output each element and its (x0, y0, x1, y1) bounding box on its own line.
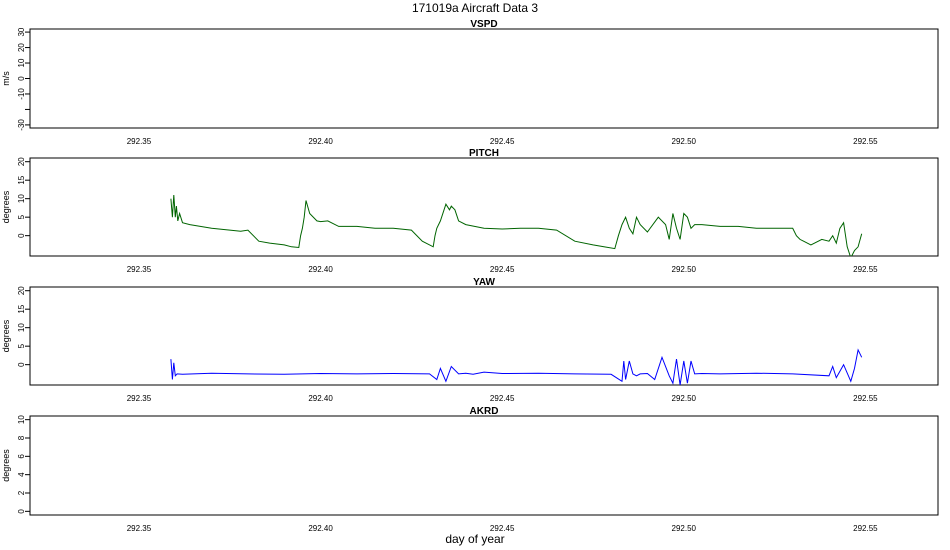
y-axis-label: m/s (1, 71, 11, 86)
panel-title: AKRD (470, 406, 499, 417)
x-tick-label: 292.35 (127, 137, 152, 146)
x-tick-label: 292.55 (853, 137, 878, 146)
x-tick-label: 292.55 (853, 394, 878, 403)
x-tick-label: 292.50 (672, 394, 697, 403)
x-tick-label: 292.50 (672, 265, 697, 274)
x-tick-label: 292.55 (853, 524, 878, 533)
y-tick-label: 0 (17, 362, 26, 367)
x-tick-label: 292.35 (127, 394, 152, 403)
x-tick-label: 292.45 (490, 394, 515, 403)
y-tick-label: 5 (17, 214, 26, 219)
x-tick-label: 292.45 (490, 524, 515, 533)
x-tick-label: 292.45 (490, 137, 515, 146)
panel-akrd: AKRD degrees 0 2 4 6 8 10 292.35 292.40 292.45 292.… (1, 406, 939, 533)
y-tick-label: 15 (17, 304, 26, 313)
y-axis-label: degrees (1, 190, 11, 223)
y-tick-label: 20 (17, 157, 26, 166)
x-tick-label: 292.50 (672, 524, 697, 533)
y-tick-label: 6 (17, 454, 26, 459)
x-tick-label: 292.40 (308, 394, 333, 403)
series-line-pitch (170, 194, 863, 256)
y-tick-label: -30 (17, 119, 26, 131)
panel-title: VSPD (470, 19, 497, 30)
x-tick-label: 292.55 (853, 265, 878, 274)
x-tick-label: 292.40 (308, 524, 333, 533)
y-tick-label: 10 (17, 194, 26, 203)
x-tick-label: 292.50 (672, 137, 697, 146)
y-axis-label: degrees (1, 319, 11, 352)
x-tick-label: 292.40 (308, 265, 333, 274)
y-tick-label: 30 (17, 27, 26, 36)
y-tick-label: 15 (17, 175, 26, 184)
y-tick-label: 8 (17, 435, 26, 440)
y-tick-label: 5 (17, 343, 26, 348)
panel-frame (29, 286, 939, 386)
panel-frame (29, 157, 939, 257)
x-tick-label: 292.40 (308, 137, 333, 146)
panel-frame (29, 415, 939, 516)
x-tick-label: 292.45 (490, 265, 515, 274)
panel-pitch: PITCH degrees 0 5 10 15 20 292.35 292.40 292.45 29… (1, 148, 939, 274)
y-tick-label: -10 (17, 88, 26, 100)
y-tick-label: 20 (17, 43, 26, 52)
panel-yaw: YAW degrees 0 5 10 15 20 292.35 292.40 292.45 292.… (1, 277, 939, 403)
y-tick-label: 4 (17, 472, 26, 477)
y-tick-label: 0 (17, 233, 26, 238)
figure-title: 171019a Aircraft Data 3 (412, 1, 538, 15)
panel-frame (29, 28, 939, 129)
y-axis-label: degrees (1, 449, 11, 482)
x-tick-label: 292.35 (127, 265, 152, 274)
x-tick-label: 292.35 (127, 524, 152, 533)
y-tick-label: 20 (17, 286, 26, 295)
y-tick-label: 0 (17, 76, 26, 81)
x-axis-label: day of year (445, 532, 504, 546)
y-tick-label: 10 (17, 323, 26, 332)
y-tick-label: 2 (17, 490, 26, 495)
panel-vspd: VSPD m/s -30 -10 0 10 20 30 292.35 292.40 292.45 29… (1, 19, 939, 146)
panel-title: YAW (473, 277, 495, 288)
panel-title: PITCH (469, 148, 499, 159)
y-tick-label: 10 (17, 415, 26, 424)
y-tick-label: 10 (17, 58, 26, 67)
y-tick-label: 0 (17, 509, 26, 514)
series-line-yaw (170, 348, 863, 385)
